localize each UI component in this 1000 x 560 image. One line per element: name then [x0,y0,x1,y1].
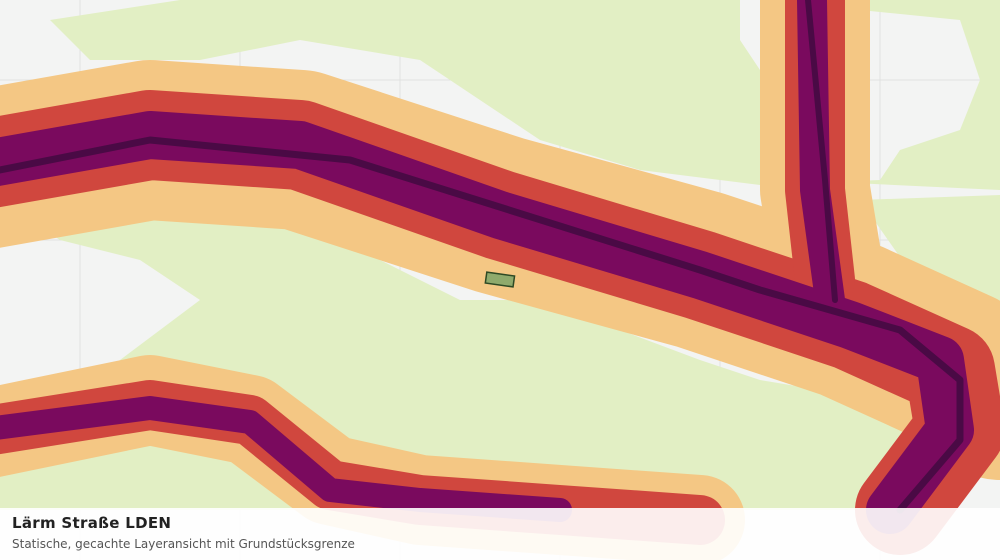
map-title: Lärm Straße LDEN [12,514,172,532]
noise-band-65 [0,111,974,534]
caption-panel: Lärm Straße LDEN Statische, gecachte Lay… [0,508,1000,560]
parcel-boundary [484,271,516,288]
map-subtitle: Statische, gecachte Layeransicht mit Gru… [12,537,355,551]
noise-band-70 [805,0,838,303]
noise-band-70 [0,136,964,514]
noise-band-65 [0,396,572,522]
